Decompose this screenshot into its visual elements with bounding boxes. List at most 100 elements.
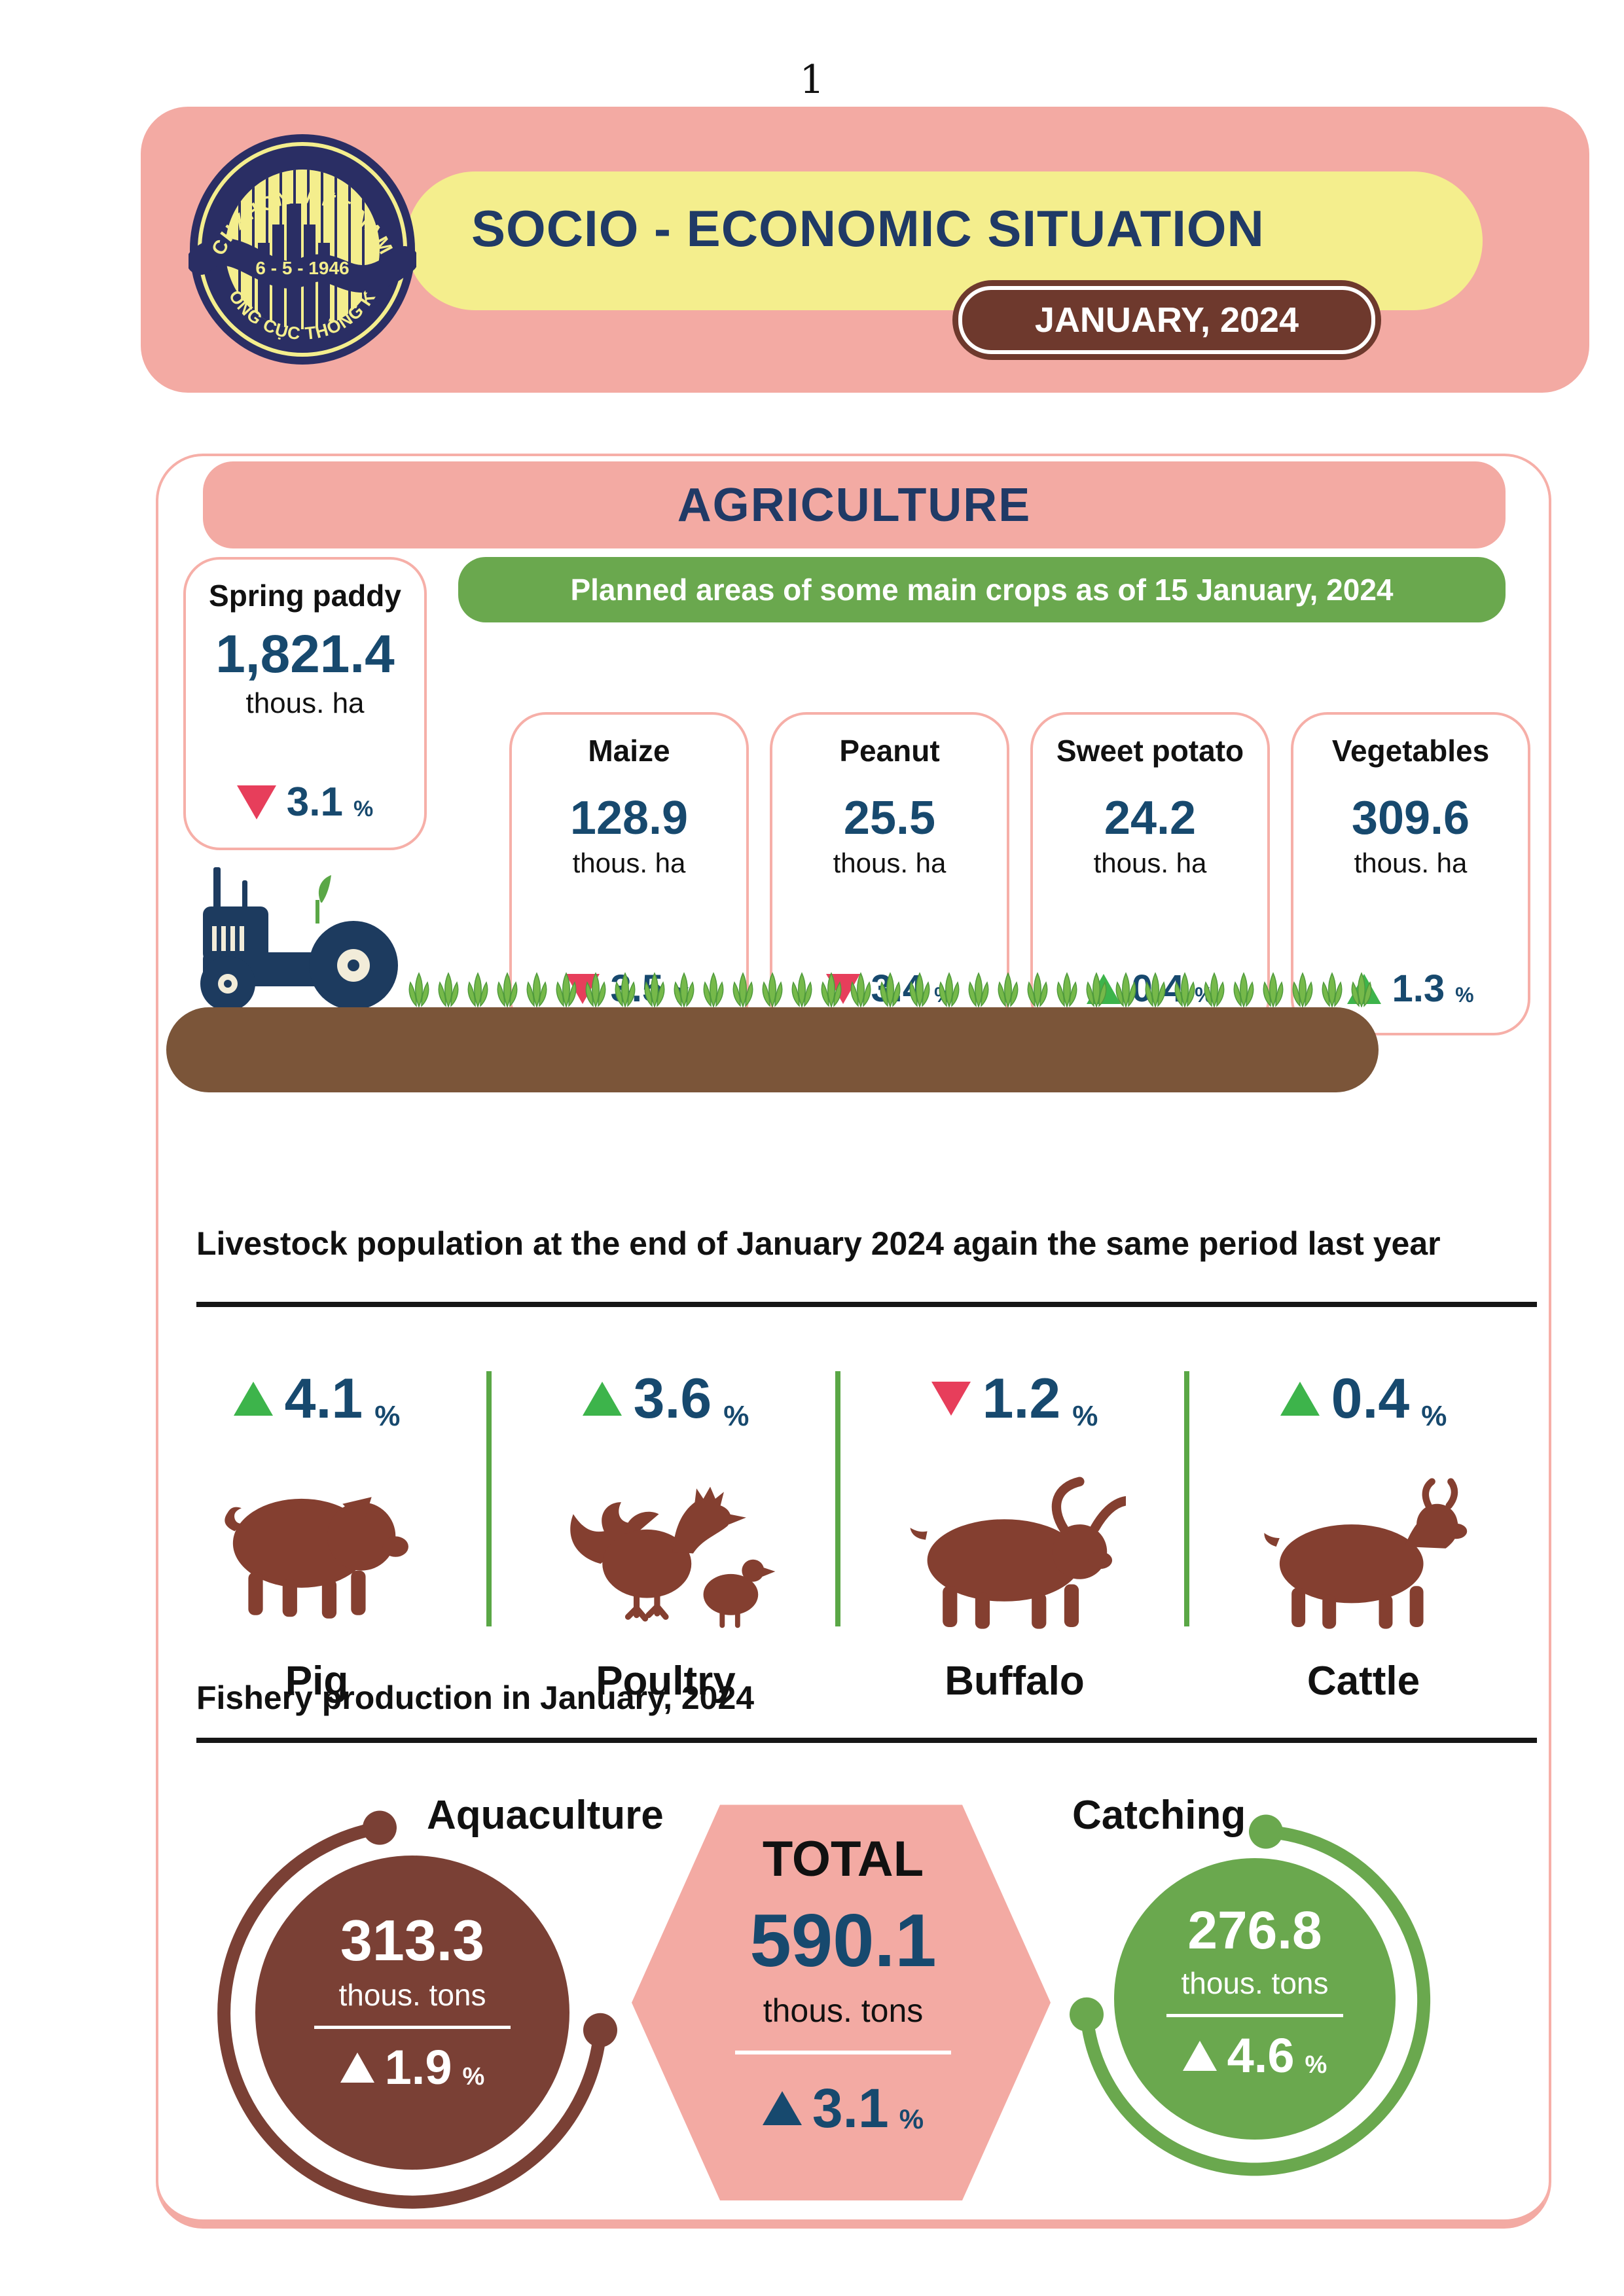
crop-unit: thous. ha xyxy=(1093,848,1207,878)
total-label: TOTAL xyxy=(762,1831,924,1887)
animal-label: Pig xyxy=(285,1659,349,1704)
crop-leaf-icon xyxy=(791,972,812,1007)
crop-leaf-icon xyxy=(1292,972,1313,1007)
crop-leaf-icon xyxy=(909,972,930,1007)
total-content: TOTAL 590.1 thous. tons 3.1 % xyxy=(721,1804,965,2197)
ring-dot xyxy=(363,1810,397,1845)
cattle-icon xyxy=(1264,1478,1468,1629)
change-value: 4.6 xyxy=(1227,2028,1295,2083)
ring-dot xyxy=(1070,1997,1104,2032)
animal-label: Cattle xyxy=(1307,1659,1420,1704)
change-row: 1.2 % xyxy=(931,1363,1098,1435)
ring-dot xyxy=(1249,1814,1283,1849)
fishery-title: Fishery production in January, 2024 xyxy=(196,1679,755,1716)
buffalo-column: 1.2 % Buffalo xyxy=(876,1363,1153,1732)
animal-label: Buffalo xyxy=(945,1659,1085,1704)
percent-sign: % xyxy=(462,2063,485,2090)
total-value: 590.1 xyxy=(749,1899,937,1982)
crop-leaf-icon xyxy=(556,972,577,1007)
crop-leaf-icon xyxy=(1086,972,1107,1007)
cattle-column: 0.4 % Cattle xyxy=(1225,1363,1502,1732)
crop-value: 24.2 xyxy=(1104,792,1197,844)
crop-unit: thous. ha xyxy=(572,848,686,878)
change-row: 4.1 % xyxy=(233,1363,401,1435)
divider-line xyxy=(314,2026,511,2029)
tractor-icon xyxy=(200,867,398,1011)
page-number: 1 xyxy=(799,57,825,103)
crop-leaf-icon xyxy=(1115,972,1136,1007)
up-triangle-icon xyxy=(1182,2041,1217,2071)
column-divider xyxy=(835,1371,840,1626)
divider-line xyxy=(1166,2014,1343,2017)
catching-circle: 276.8 thous. tons 4.6 % xyxy=(1114,1858,1396,2140)
percent-sign: % xyxy=(1421,1400,1447,1432)
change-value: 3.6 xyxy=(633,1367,712,1430)
column-divider xyxy=(1184,1371,1189,1626)
crop-leaf-icon xyxy=(497,972,518,1007)
crop-leaf-icon xyxy=(703,972,724,1007)
crop-unit: thous. ha xyxy=(245,687,365,719)
soil-bar xyxy=(166,1007,1379,1092)
gso-emblem-icon: CHXHCN VIỆT NAM TỔNG CỤC THỐNG KÊ 6 - 5 … xyxy=(189,133,416,365)
down-triangle-icon xyxy=(931,1382,971,1416)
agriculture-section-card: AGRICULTURE Spring paddy 1,821.4 thous. … xyxy=(156,454,1551,2229)
crop-leaf-icon xyxy=(1145,972,1166,1007)
planned-areas-banner-label: Planned areas of some main crops as of 1… xyxy=(570,573,1394,607)
section-header: AGRICULTURE xyxy=(203,461,1506,548)
percent-sign: % xyxy=(1305,2051,1327,2079)
crop-leaf-icon xyxy=(1233,972,1254,1007)
spring-paddy-card: Spring paddy 1,821.4 thous. ha 3.1 % xyxy=(183,557,427,850)
livestock-title-rule xyxy=(196,1302,1537,1307)
change-row: 1.9 % xyxy=(340,2043,485,2092)
crop-name: Maize xyxy=(588,734,670,768)
percent-sign: % xyxy=(353,797,374,821)
crop-leaf-icon xyxy=(408,972,429,1007)
change-value: 3.1 xyxy=(286,780,343,825)
percent-sign: % xyxy=(1072,1400,1098,1432)
crop-leaf-icon xyxy=(762,972,783,1007)
aquaculture-label: Aquaculture xyxy=(427,1793,664,1838)
up-triangle-icon xyxy=(233,1382,273,1416)
crop-leaf-icon xyxy=(939,972,960,1007)
crop-leaf-icon xyxy=(880,972,901,1007)
change-value: 1.3 xyxy=(1392,967,1445,1010)
livestock-title: Livestock population at the end of Janua… xyxy=(196,1225,1441,1262)
percent-sign: % xyxy=(374,1400,401,1432)
poultry-icon xyxy=(570,1486,776,1628)
crop-leaf-icon xyxy=(1351,972,1372,1007)
report-title: SOCIO - ECONOMIC SITUATION xyxy=(471,200,1265,257)
up-triangle-icon xyxy=(1280,1382,1320,1416)
change-value: 3.1 xyxy=(812,2077,889,2139)
crop-name: Sweet potato xyxy=(1056,734,1244,768)
column-divider xyxy=(486,1371,492,1626)
change-row: 3.1 % xyxy=(236,780,374,825)
pig-icon xyxy=(225,1497,408,1619)
crop-leaf-icon xyxy=(821,972,842,1007)
percent-sign: % xyxy=(1455,983,1474,1007)
crops-row xyxy=(405,972,1376,1007)
crop-leaf-icon xyxy=(1056,972,1077,1007)
period-badge-label: JANUARY, 2024 xyxy=(1034,300,1299,340)
pig-column: 4.1 % Pig xyxy=(178,1363,456,1732)
crop-leaf-icon xyxy=(438,972,459,1007)
change-row: 4.6 % xyxy=(1182,2028,1327,2083)
percent-sign: % xyxy=(723,1400,749,1432)
animal-label: Poultry xyxy=(596,1659,736,1704)
crop-leaf-icon xyxy=(615,972,636,1007)
crop-name: Peanut xyxy=(839,734,940,768)
fishery-unit: thous. tons xyxy=(1181,1966,1329,2000)
crop-leaf-icon xyxy=(998,972,1019,1007)
fishery-title-rule xyxy=(196,1738,1537,1743)
percent-sign: % xyxy=(899,2104,924,2134)
crop-leaf-icon xyxy=(1263,972,1284,1007)
crop-leaf-icon xyxy=(526,972,547,1007)
down-triangle-icon xyxy=(236,785,276,819)
crop-unit: thous. ha xyxy=(1354,848,1468,878)
catching-label: Catching xyxy=(1072,1793,1246,1838)
fishery-value: 276.8 xyxy=(1187,1901,1322,1960)
crop-leaf-icon xyxy=(674,972,695,1007)
change-value: 4.1 xyxy=(284,1367,363,1430)
crop-leaf-icon xyxy=(644,972,665,1007)
up-triangle-icon xyxy=(340,2053,374,2083)
